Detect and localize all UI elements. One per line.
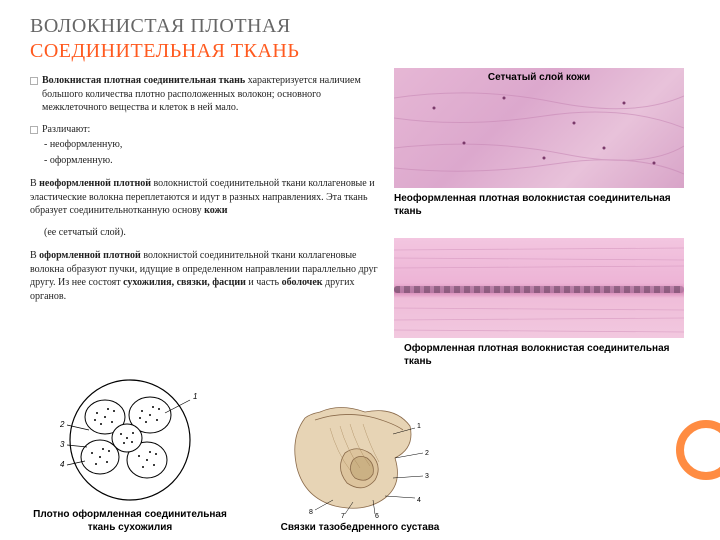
svg-text:7: 7 (341, 513, 345, 518)
svg-text:6: 6 (375, 513, 379, 518)
histology-image-1: Сетчатый слой кожи (394, 68, 684, 188)
image1-overlay-label: Сетчатый слой кожи (488, 72, 590, 83)
paragraph-4: В оформленной плотной волокнистой соедин… (30, 249, 380, 303)
joint-svg: 1 2 3 4 8 7 6 (275, 398, 445, 518)
left-column: Волокнистая плотная соединительная ткань… (30, 74, 380, 368)
tendon-figure: 1 2 3 4 Плотно оформленная соединительна… (30, 375, 230, 534)
caption-2: Оформленная плотная волокнистая соединит… (394, 342, 694, 368)
histology-image-2 (394, 238, 684, 338)
p4-bold: оформленной плотной (39, 250, 141, 261)
svg-text:3: 3 (60, 440, 65, 449)
bottom-row: 1 2 3 4 Плотно оформленная соединительна… (30, 375, 704, 534)
joint-caption: Связки тазобедренного сустава (250, 522, 470, 535)
svg-text:1: 1 (193, 392, 197, 401)
joint-figure: 1 2 3 4 8 7 6 Связки тазобедренного суст… (250, 398, 470, 535)
svg-text:3: 3 (425, 473, 429, 480)
tendon-caption: Плотно оформленная соединительная ткань … (30, 509, 230, 534)
paragraph-3: В неоформленной плотной волокнистой соед… (30, 177, 380, 218)
p2-item-b: - оформленную. (30, 154, 380, 168)
slide-title: ВОЛОКНИСТАЯ ПЛОТНАЯ СОЕДИНИТЕЛЬНАЯ ТКАНЬ (30, 14, 700, 64)
svg-text:2: 2 (59, 420, 65, 429)
p4-bold3: оболочек (282, 277, 323, 288)
svg-text:4: 4 (417, 497, 421, 504)
p2-text: Различают: (42, 124, 90, 135)
right-column: Сетчатый слой кожи Неофор (394, 74, 694, 368)
histology-1-svg (394, 68, 684, 188)
p1-bold: Волокнистая плотная соединительная ткань (42, 75, 245, 86)
caption-1: Неоформленная плотная волокнистая соедин… (394, 192, 694, 218)
svg-text:4: 4 (60, 460, 65, 469)
svg-text:8: 8 (309, 509, 313, 516)
tendon-svg: 1 2 3 4 (55, 375, 205, 505)
svg-text:2: 2 (425, 450, 429, 457)
p4-pre: В (30, 250, 39, 261)
p3-tail: (ее сетчатый слой). (30, 226, 380, 240)
p3-bold: неоформленной плотной (39, 178, 151, 189)
title-line-1: ВОЛОКНИСТАЯ ПЛОТНАЯ (30, 14, 700, 39)
svg-text:1: 1 (417, 423, 421, 430)
title-line-2: СОЕДИНИТЕЛЬНАЯ ТКАНЬ (30, 39, 700, 64)
p3-pre: В (30, 178, 39, 189)
paragraph-2: Различают: (30, 123, 380, 137)
p2-item-a: - неоформленную, (30, 138, 380, 152)
p4-bold2: сухожилия, связки, фасции (123, 277, 246, 288)
columns: Волокнистая плотная соединительная ткань… (30, 74, 700, 368)
p3-bold2: кожи (204, 205, 227, 216)
p4-mid: и часть (246, 277, 282, 288)
histology-2-svg (394, 238, 684, 338)
slide: ВОЛОКНИСТАЯ ПЛОТНАЯ СОЕДИНИТЕЛЬНАЯ ТКАНЬ… (0, 0, 720, 540)
paragraph-1: Волокнистая плотная соединительная ткань… (30, 74, 380, 115)
